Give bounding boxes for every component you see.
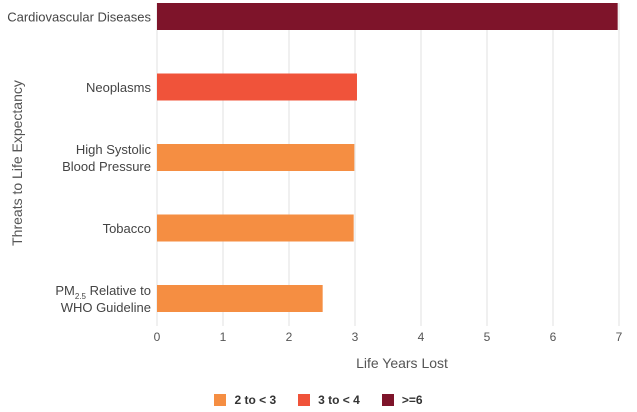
y-axis-label: Threats to Life Expectancy <box>9 80 25 246</box>
x-tick-labels: 0 1 2 3 4 5 6 7 <box>154 330 623 344</box>
x-tick-label: 2 <box>286 330 293 344</box>
x-tick-label: 7 <box>616 330 623 344</box>
category-label: High Systolic <box>76 142 152 157</box>
category-label: WHO Guideline <box>61 300 151 315</box>
bar <box>157 3 618 30</box>
category-label: PM2.5 Relative to <box>55 283 151 301</box>
legend: 2 to < 3 3 to < 4 >=6 <box>0 390 637 410</box>
bar <box>157 214 354 242</box>
x-tick-label: 3 <box>352 330 359 344</box>
x-tick-label: 6 <box>550 330 557 344</box>
legend-swatch <box>214 394 227 406</box>
legend-swatch <box>381 394 394 406</box>
category-label: Cardiovascular Diseases <box>7 10 151 25</box>
bars <box>157 3 618 312</box>
category-label: Neoplasms <box>86 80 152 95</box>
category-labels: Cardiovascular Diseases Neoplasms High Sys… <box>7 10 151 316</box>
bar <box>157 144 355 171</box>
legend-swatch <box>298 394 311 406</box>
x-tick-label: 1 <box>220 330 227 344</box>
chart: Cardiovascular Diseases Neoplasms High Sys… <box>7 3 623 371</box>
x-tick-label: 5 <box>484 330 491 344</box>
category-label: Blood Pressure <box>62 159 151 174</box>
legend-item: 3 to < 4 <box>298 393 360 407</box>
x-tick-label: 4 <box>418 330 425 344</box>
x-tick-label: 0 <box>154 330 161 344</box>
legend-label: 2 to < 3 <box>234 393 277 407</box>
legend-label: 3 to < 4 <box>318 393 360 407</box>
bar <box>157 285 323 312</box>
legend-item: >=6 <box>381 393 423 407</box>
category-label: Tobacco <box>103 221 151 236</box>
legend-item: 2 to < 3 <box>214 393 276 407</box>
legend-label: >=6 <box>401 393 423 407</box>
bar <box>157 73 357 101</box>
x-axis-label: Life Years Lost <box>356 355 448 371</box>
